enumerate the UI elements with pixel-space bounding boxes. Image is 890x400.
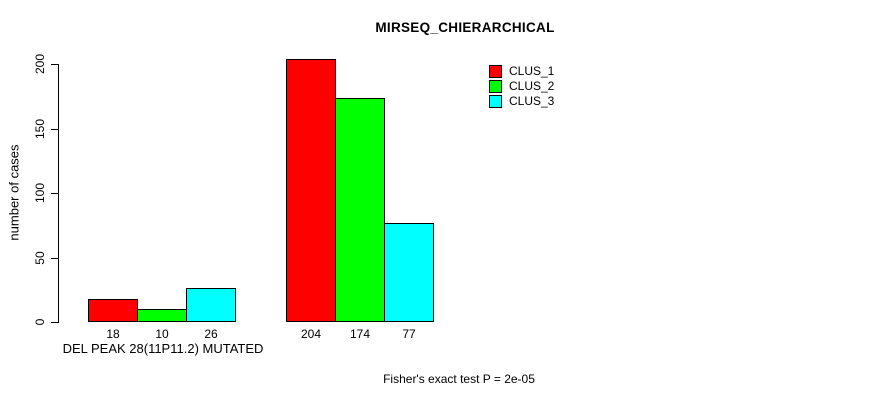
stat-footnote: Fisher's exact test P = 2e-05 bbox=[383, 372, 535, 386]
y-axis-label: number of cases bbox=[6, 144, 22, 241]
bar-clus_3-group2 bbox=[384, 223, 434, 322]
legend-item-clus_2: CLUS_2 bbox=[489, 79, 554, 94]
chart-title: MIRSEQ_CHIERARCHICAL bbox=[375, 20, 555, 35]
y-tick-mark bbox=[51, 129, 59, 130]
bar-clus_1-group2 bbox=[286, 59, 336, 322]
legend-swatch-icon bbox=[489, 80, 502, 93]
bar-clus_2-group1 bbox=[137, 309, 187, 322]
legend-label: CLUS_1 bbox=[509, 64, 555, 78]
bar-value-label: 26 bbox=[204, 327, 218, 341]
bar-clus_1-group1 bbox=[88, 299, 138, 322]
legend: CLUS_1 CLUS_2 CLUS_3 bbox=[489, 64, 554, 109]
y-tick-label: 50 bbox=[33, 251, 47, 265]
y-tick-mark bbox=[51, 64, 59, 65]
bar-value-label: 10 bbox=[155, 327, 169, 341]
y-tick-mark bbox=[51, 193, 59, 194]
y-tick-label: 0 bbox=[33, 318, 47, 326]
y-tick-label: 150 bbox=[33, 118, 47, 140]
bar-clus_3-group1 bbox=[186, 288, 236, 322]
legend-item-clus_1: CLUS_1 bbox=[489, 64, 554, 79]
y-tick-label: 100 bbox=[33, 182, 47, 204]
y-tick-mark bbox=[51, 322, 59, 323]
bar-value-label: 18 bbox=[106, 327, 120, 341]
bar-value-label: 77 bbox=[402, 327, 416, 341]
y-tick-label: 200 bbox=[33, 53, 47, 75]
legend-label: CLUS_3 bbox=[509, 94, 555, 108]
bar-value-label: 204 bbox=[300, 327, 322, 341]
legend-swatch-icon bbox=[489, 95, 502, 108]
y-tick-mark bbox=[51, 258, 59, 259]
legend-swatch-icon bbox=[489, 65, 502, 78]
legend-item-clus_3: CLUS_3 bbox=[489, 94, 554, 109]
bar-value-label: 174 bbox=[349, 327, 371, 341]
legend-label: CLUS_2 bbox=[509, 79, 555, 93]
bar-clus_2-group2 bbox=[335, 98, 385, 322]
x-axis-label: DEL PEAK 28(11P11.2) MUTATED bbox=[62, 341, 264, 356]
